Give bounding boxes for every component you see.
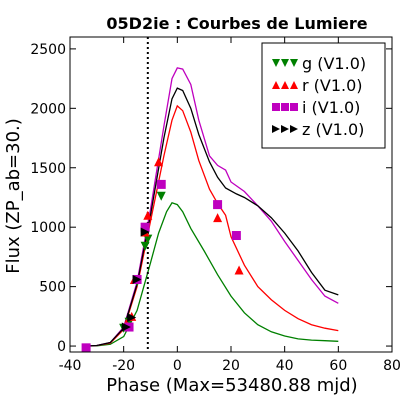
legend-marker bbox=[290, 81, 298, 89]
y-tick-label: 2500 bbox=[30, 42, 66, 58]
legend-marker bbox=[272, 81, 280, 89]
legend-marker bbox=[281, 103, 289, 111]
data-point bbox=[127, 313, 137, 323]
model-curve bbox=[83, 87, 339, 347]
x-axis-label: Phase (Max=53480.88 mjd) bbox=[106, 375, 357, 396]
data-point bbox=[231, 231, 241, 241]
data-point bbox=[143, 234, 153, 244]
data-point bbox=[213, 213, 223, 223]
x-tick-label: 60 bbox=[329, 358, 347, 374]
legend-marker bbox=[290, 103, 298, 111]
x-tick-label: 80 bbox=[383, 358, 400, 374]
legend-entry: i (V1.0) bbox=[302, 98, 360, 117]
y-tick-label: 2000 bbox=[30, 101, 66, 117]
x-tick-label: -40 bbox=[59, 358, 82, 374]
data-point bbox=[234, 265, 244, 275]
x-tick-label: 0 bbox=[173, 358, 182, 374]
legend-entry: g (V1.0) bbox=[302, 54, 366, 73]
y-tick-label: 500 bbox=[39, 280, 66, 296]
legend-marker bbox=[272, 59, 280, 67]
x-tick-label: 20 bbox=[222, 358, 240, 374]
data-point bbox=[156, 179, 166, 189]
data-point bbox=[121, 322, 131, 332]
legend-marker bbox=[281, 59, 289, 67]
data-point bbox=[213, 200, 223, 210]
legend-entry: z (V1.0) bbox=[302, 120, 364, 139]
plot-area: -40 -20 0 20 40 60 80 0 500 1000 1500 2000 2500 bbox=[30, 36, 400, 374]
legend-entry: r (V1.0) bbox=[302, 76, 363, 95]
x-tick-label: 40 bbox=[276, 358, 294, 374]
y-tick-label: 0 bbox=[57, 339, 66, 355]
legend-marker bbox=[272, 103, 280, 111]
legend-marker bbox=[290, 59, 298, 67]
y-tick-label: 1000 bbox=[30, 220, 66, 236]
data-point bbox=[140, 222, 150, 232]
data-point bbox=[140, 241, 150, 251]
chart-title: 05D2ie : Courbes de Lumiere bbox=[106, 14, 367, 33]
legend-marker bbox=[281, 125, 289, 133]
legend-marker bbox=[281, 81, 289, 89]
data-point bbox=[156, 191, 166, 201]
data-point bbox=[81, 343, 91, 353]
x-tick-label: -20 bbox=[112, 358, 135, 374]
y-tick-label: 1500 bbox=[30, 161, 66, 177]
legend-marker bbox=[290, 125, 298, 133]
legend: g (V1.0) r (V1.0) i (V1.0) z (V1.0) bbox=[261, 42, 386, 149]
data-point bbox=[140, 227, 150, 237]
data-point bbox=[143, 210, 153, 220]
legend-marker bbox=[272, 125, 280, 133]
data-point bbox=[132, 274, 142, 284]
y-axis-label: Flux (ZP_ab=30.) bbox=[3, 118, 24, 274]
data-point bbox=[154, 157, 164, 167]
